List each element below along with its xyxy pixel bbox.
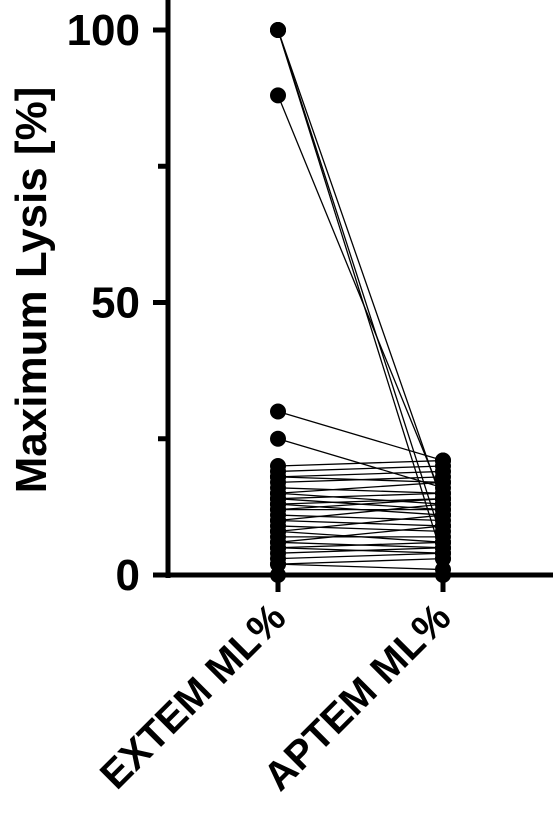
pair-line <box>277 492 444 505</box>
pair-line <box>277 563 444 571</box>
pair-line <box>277 29 444 559</box>
y-tick-label: 0 <box>116 551 140 600</box>
x-category-labels: EXTEM ML%APTEM ML% <box>92 575 459 799</box>
pair-line <box>277 552 444 560</box>
pair-line <box>277 514 444 533</box>
y-axis-title: Maximum Lysis [%] <box>7 87 56 494</box>
data-points <box>270 22 451 583</box>
pair-line <box>277 29 444 505</box>
pair-line <box>277 476 444 483</box>
pair-line <box>277 465 444 473</box>
pair-line <box>277 558 444 565</box>
pair-line <box>277 503 444 522</box>
pair-line <box>277 29 444 543</box>
extem-point <box>270 87 286 104</box>
pair-line <box>277 487 444 494</box>
pair-line <box>277 541 444 549</box>
pair-line <box>277 498 444 511</box>
y-tick-label: 50 <box>91 279 140 328</box>
y-ticks: 0 50 100 <box>67 6 168 600</box>
aptem-point <box>435 517 451 534</box>
pair-line <box>277 525 444 533</box>
y-tick-label: 100 <box>67 6 140 55</box>
pair-line <box>277 492 444 500</box>
extem-point <box>270 403 286 420</box>
pair-line <box>277 95 444 499</box>
pair-line <box>277 525 444 543</box>
pair-line <box>277 547 444 554</box>
pair-lines <box>277 29 444 576</box>
pair-line <box>277 459 444 467</box>
pair-line <box>277 410 444 462</box>
pair-line <box>277 514 444 522</box>
pair-line <box>277 481 444 494</box>
pair-line <box>277 470 444 478</box>
pair-line <box>277 498 444 505</box>
extem-point <box>270 430 286 447</box>
extem-point <box>270 22 286 38</box>
